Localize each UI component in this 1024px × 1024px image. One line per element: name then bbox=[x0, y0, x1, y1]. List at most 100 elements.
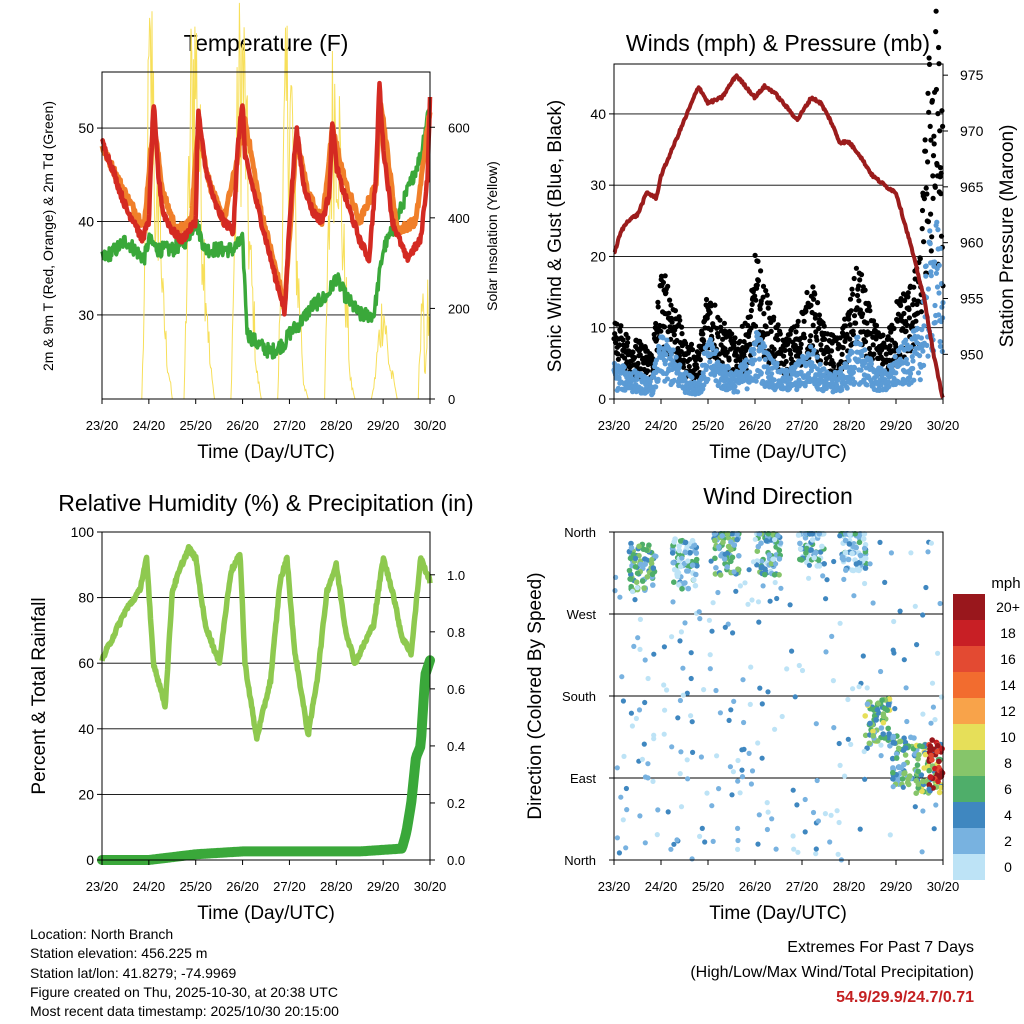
gust-point bbox=[862, 287, 868, 293]
direction-point bbox=[927, 746, 933, 752]
gust-point bbox=[624, 340, 631, 346]
gust-point bbox=[810, 322, 816, 328]
direction-point bbox=[902, 745, 909, 751]
direction-point bbox=[912, 603, 918, 609]
gust-point bbox=[932, 184, 938, 190]
gust-point bbox=[686, 363, 692, 370]
direction-point bbox=[728, 558, 734, 565]
wind-point bbox=[927, 241, 933, 247]
humidity-ytick-label: 60 bbox=[78, 655, 94, 671]
wind-point bbox=[936, 290, 942, 296]
gust-point bbox=[858, 272, 865, 278]
direction-point bbox=[776, 547, 783, 554]
gust-point bbox=[860, 311, 866, 317]
precip-ytick-label: 0.4 bbox=[447, 739, 465, 754]
direction-point bbox=[741, 719, 747, 726]
gust-point bbox=[905, 290, 911, 296]
gust-point bbox=[696, 350, 702, 356]
direction-point bbox=[682, 580, 688, 586]
direction-point bbox=[837, 762, 843, 769]
gust-point bbox=[622, 355, 628, 361]
direction-xtick-label: 23/20 bbox=[598, 879, 631, 894]
gust-point bbox=[803, 308, 809, 314]
direction-point bbox=[717, 572, 724, 578]
direction-point bbox=[645, 675, 651, 682]
direction-point bbox=[845, 736, 851, 742]
direction-point bbox=[842, 537, 849, 544]
gust-point bbox=[668, 302, 674, 308]
direction-point bbox=[857, 552, 864, 559]
wind-point bbox=[868, 361, 875, 367]
temperature-xtick-label: 30/20 bbox=[414, 418, 447, 433]
gust-point bbox=[880, 332, 886, 338]
direction-point bbox=[697, 616, 703, 622]
wind-point bbox=[937, 343, 944, 349]
direction-point bbox=[915, 781, 922, 787]
humidity-xtick-label: 24/20 bbox=[133, 879, 166, 894]
wind-point bbox=[918, 335, 925, 341]
direction-point bbox=[886, 731, 892, 737]
direction-point bbox=[813, 846, 819, 852]
winds-ytick-label: 10 bbox=[590, 320, 606, 336]
gust-point bbox=[614, 321, 620, 327]
wind-point bbox=[634, 376, 640, 382]
direction-point bbox=[722, 624, 728, 630]
direction-point bbox=[815, 818, 822, 824]
direction-point bbox=[706, 617, 713, 623]
wind-point bbox=[938, 245, 944, 251]
colorbar-swatch bbox=[953, 828, 985, 854]
direction-point bbox=[850, 686, 856, 692]
station-latlon: Station lat/lon: 41.8279; -74.9969 bbox=[30, 964, 237, 981]
direction-point bbox=[689, 562, 696, 568]
gust-point bbox=[741, 339, 747, 345]
wind-point bbox=[886, 384, 892, 390]
temperature-title: Temperature (F) bbox=[184, 30, 349, 56]
gust-point bbox=[658, 328, 664, 334]
humidity-xtick-label: 29/20 bbox=[367, 879, 400, 894]
direction-point bbox=[633, 579, 640, 585]
gust-point bbox=[749, 301, 755, 307]
direction-point bbox=[636, 543, 642, 550]
temperature-ytick-label: 40 bbox=[78, 213, 94, 229]
gust-point bbox=[871, 351, 877, 357]
direction-point bbox=[654, 832, 660, 838]
colorbar-swatch bbox=[953, 776, 985, 802]
direction-point bbox=[860, 653, 866, 659]
direction-point bbox=[740, 677, 746, 683]
gust-point bbox=[933, 29, 939, 35]
direction-point bbox=[776, 572, 782, 578]
direction-point bbox=[890, 769, 896, 776]
direction-point bbox=[735, 757, 741, 764]
direction-point bbox=[922, 751, 929, 758]
direction-xtick-label: 25/20 bbox=[692, 879, 725, 894]
precip-ytick-label: 0.2 bbox=[447, 796, 465, 811]
direction-point bbox=[661, 644, 668, 650]
direction-point bbox=[923, 584, 929, 591]
direction-point bbox=[756, 619, 762, 625]
direction-point bbox=[685, 585, 692, 592]
direction-point bbox=[632, 597, 638, 603]
direction-point bbox=[870, 733, 877, 739]
wind-point bbox=[892, 354, 898, 360]
gust-point bbox=[726, 357, 732, 363]
direction-point bbox=[635, 635, 641, 641]
direction-point bbox=[888, 550, 895, 556]
wind-point bbox=[864, 382, 870, 388]
direction-point bbox=[901, 770, 907, 777]
gust-point bbox=[765, 305, 771, 311]
direction-point bbox=[735, 837, 741, 844]
direction-point bbox=[862, 732, 869, 739]
gust-point bbox=[798, 341, 804, 347]
direction-point bbox=[829, 633, 835, 640]
direction-point bbox=[837, 620, 843, 626]
gust-point bbox=[707, 310, 713, 316]
direction-point bbox=[637, 616, 644, 623]
winds-xtick-label: 30/20 bbox=[927, 418, 960, 433]
direction-point bbox=[739, 774, 746, 780]
colorbar-swatch bbox=[953, 620, 985, 646]
gust-point bbox=[922, 137, 928, 143]
direction-point bbox=[620, 698, 627, 704]
direction-point bbox=[707, 666, 713, 672]
direction-point bbox=[935, 778, 941, 785]
direction-point bbox=[699, 825, 705, 832]
